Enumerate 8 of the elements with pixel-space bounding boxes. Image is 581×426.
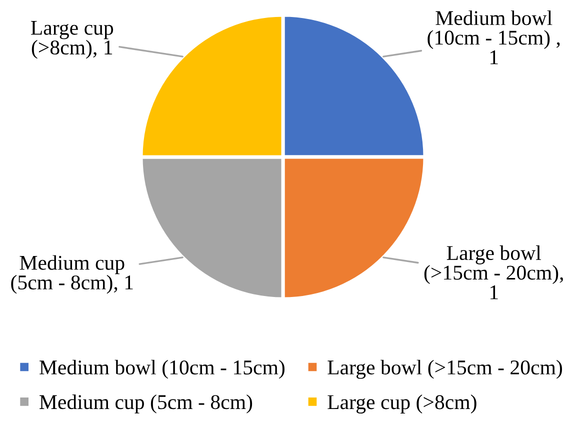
data-label: Large cup (>8cm), 1 (30, 21, 114, 59)
data-label: Medium cup (5cm - 8cm), 1 (11, 255, 133, 294)
legend-label: Medium cup (5cm - 8cm) (40, 394, 252, 414)
data-label: Large bowl (>15cm - 20cm), 1 (424, 245, 563, 300)
legend-label: Large bowl (>15cm - 20cm) (328, 360, 562, 379)
legend-label: Medium bowl (10cm - 15cm) (40, 360, 284, 379)
legend-label: Large cup (>8cm) (328, 394, 476, 414)
data-label: Medium bowl (10cm - 15cm) , 1 (428, 10, 560, 64)
